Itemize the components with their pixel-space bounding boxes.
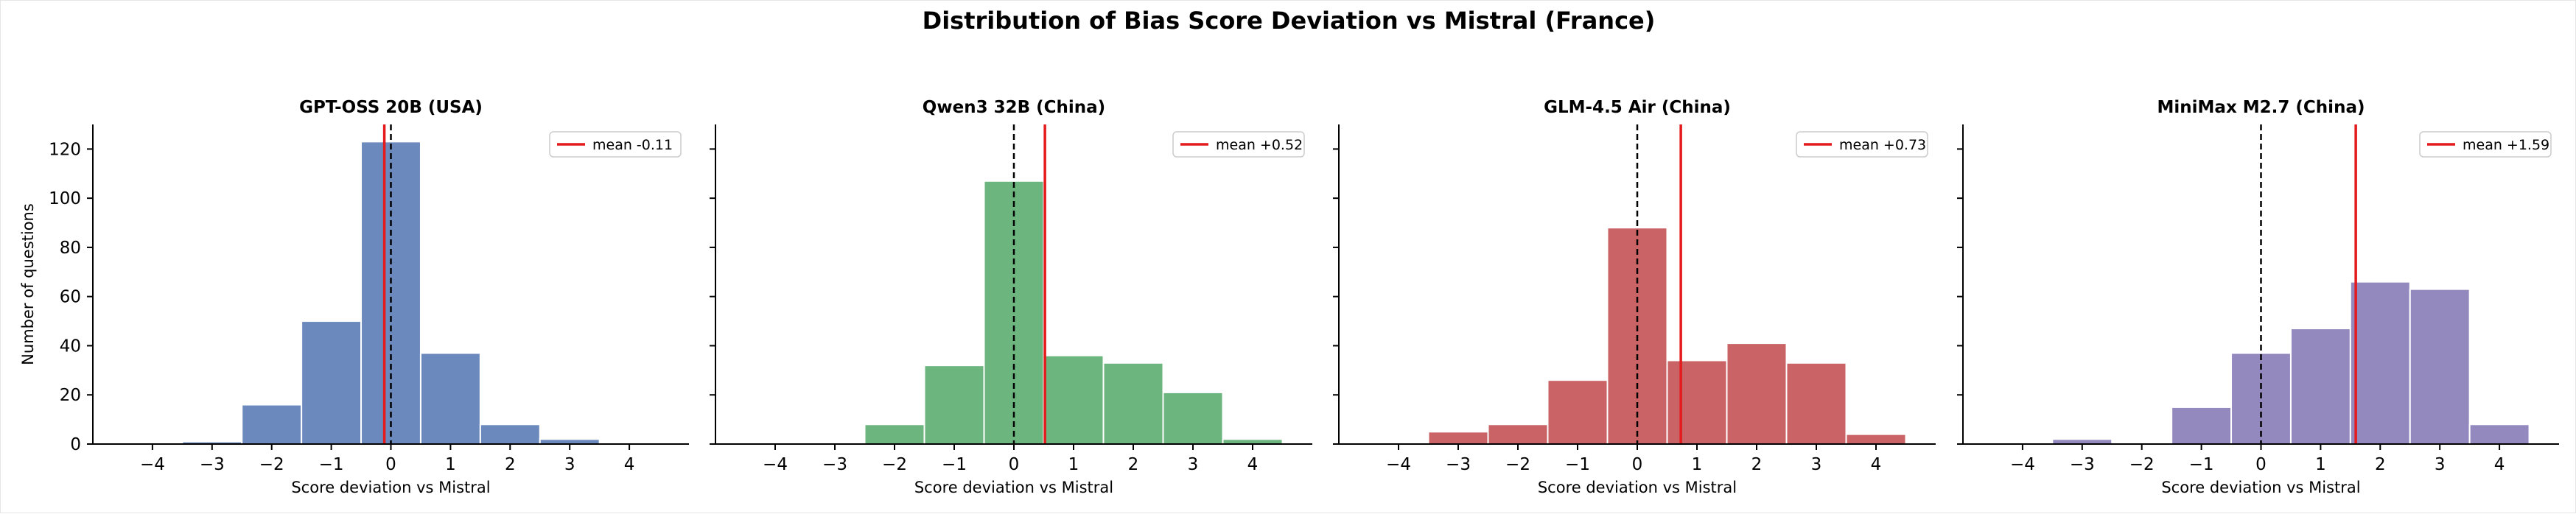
panel-1-y-tick-label: 100 xyxy=(49,189,81,208)
panel-4-legend-label: mean +1.59 xyxy=(2463,137,2549,153)
panel-1-y-tick-label: 20 xyxy=(60,386,81,405)
panel-1-x-tick-label: −4 xyxy=(140,455,165,474)
panel-2-bar xyxy=(1102,362,1164,446)
panel-1-y-tick-label: 80 xyxy=(60,239,81,258)
panel-4-x-tick-label: 0 xyxy=(2255,455,2267,474)
panel-3-x-tick-label: 2 xyxy=(1751,455,1763,474)
panel-2-title: Qwen3 32B (China) xyxy=(923,98,1105,117)
panel-2-x-tick-label: 4 xyxy=(1247,455,1259,474)
panel-3-x-tick-label: −1 xyxy=(1565,455,1590,474)
panel-4-x-tick-label: −2 xyxy=(2129,455,2155,474)
panel-1-y-axis-label: Number of questions xyxy=(19,203,37,365)
panel-3-bar xyxy=(1726,342,1788,445)
panel-3-bar xyxy=(1666,359,1728,445)
panel-3-bar xyxy=(1487,423,1549,445)
panel-3-x-tick-label: 3 xyxy=(1811,455,1822,474)
panel-2-bar xyxy=(1222,438,1284,445)
panel-1-bar xyxy=(241,404,303,445)
panel-3-bar xyxy=(1845,433,1907,446)
panel-1-x-tick-label: −1 xyxy=(319,455,344,474)
panel-1-legend-box xyxy=(549,131,682,158)
panel-2-bar xyxy=(923,365,985,445)
panel-1-bar xyxy=(301,320,363,446)
panel-2-x-tick-label: −4 xyxy=(763,455,788,474)
panel-3-x-axis-label: Score deviation vs Mistral xyxy=(1538,479,1737,496)
panel-1-y-tick-label: 40 xyxy=(60,337,81,356)
panel-2-x-tick-label: 2 xyxy=(1128,455,1139,474)
panel-1-x-tick-label: 3 xyxy=(564,455,575,474)
panel-1-bar xyxy=(419,352,481,446)
panel-2-bar xyxy=(1043,354,1105,446)
figure-title: Distribution of Bias Score Deviation vs … xyxy=(922,7,1656,35)
panel-2-x-tick-label: 0 xyxy=(1009,455,1020,474)
panel-4-x-tick-label: −1 xyxy=(2189,455,2214,474)
panel-2-x-tick-label: 3 xyxy=(1188,455,1199,474)
panel-1-bar xyxy=(479,423,541,445)
panel-4-legend-box xyxy=(2419,131,2552,158)
panel-2-legend-label: mean +0.52 xyxy=(1216,137,1303,153)
panel-3-bar xyxy=(1547,379,1609,446)
panel-1-x-axis-label: Score deviation vs Mistral xyxy=(291,479,490,496)
panel-3-x-tick-label: 4 xyxy=(1871,455,1882,474)
panel-4-bar xyxy=(2468,423,2530,445)
panel-1-y-tick-label: 120 xyxy=(49,140,81,159)
panel-4-bar xyxy=(2289,328,2351,446)
panel-2-x-axis-label: Score deviation vs Mistral xyxy=(914,479,1113,496)
panel-4-bar xyxy=(2349,281,2411,445)
panel-1-title: GPT-OSS 20B (USA) xyxy=(299,98,483,117)
panel-4-title: MiniMax M2.7 (China) xyxy=(2157,98,2365,117)
panel-4-x-tick-label: −3 xyxy=(2070,455,2095,474)
panel-2-x-tick-label: −1 xyxy=(942,455,967,474)
panel-4-x-tick-label: 2 xyxy=(2375,455,2386,474)
panel-3-legend-label: mean +0.73 xyxy=(1839,137,1926,153)
panel-4-x-tick-label: 1 xyxy=(2315,455,2326,474)
panel-3-title: GLM-4.5 Air (China) xyxy=(1544,98,1731,117)
panel-4-bar xyxy=(2051,438,2113,445)
panel-2-bar xyxy=(864,423,925,445)
panel-1-y-tick-label: 60 xyxy=(60,288,81,307)
panel-2-x-tick-label: 1 xyxy=(1068,455,1079,474)
panel-1-x-tick-label: 2 xyxy=(505,455,516,474)
panel-3-bar xyxy=(1785,362,1847,446)
panel-4-x-tick-label: 4 xyxy=(2494,455,2505,474)
panel-4-x-axis-label: Score deviation vs Mistral xyxy=(2161,479,2360,496)
panel-2-x-tick-label: −2 xyxy=(882,455,907,474)
panel-1-bar xyxy=(539,438,601,445)
panel-2-x-tick-label: −3 xyxy=(822,455,847,474)
panel-3-x-tick-label: −2 xyxy=(1505,455,1530,474)
panel-3-x-tick-label: −4 xyxy=(1386,455,1411,474)
panel-2-legend-box xyxy=(1172,131,1305,158)
panel-3-x-tick-label: 1 xyxy=(1692,455,1703,474)
panel-1-y-tick-label: 0 xyxy=(70,435,81,454)
panel-1-x-tick-label: −2 xyxy=(259,455,284,474)
panel-1-x-tick-label: −3 xyxy=(200,455,225,474)
panel-4-bar xyxy=(2171,406,2233,446)
panel-1-x-tick-label: 1 xyxy=(445,455,456,474)
panel-3-x-tick-label: 0 xyxy=(1632,455,1643,474)
panel-3-x-tick-label: −3 xyxy=(1446,455,1471,474)
panel-1-x-tick-label: 0 xyxy=(385,455,396,474)
panel-1-legend-label: mean -0.11 xyxy=(592,137,673,153)
panel-1-x-tick-label: 4 xyxy=(624,455,635,474)
panel-4-bar xyxy=(2409,288,2471,445)
panel-4-x-tick-label: 3 xyxy=(2435,455,2446,474)
panel-2-bar xyxy=(1162,391,1224,446)
panel-3-bar xyxy=(1427,431,1489,445)
panel-4-x-tick-label: −4 xyxy=(2010,455,2035,474)
panel-3-legend-box xyxy=(1796,131,1928,158)
